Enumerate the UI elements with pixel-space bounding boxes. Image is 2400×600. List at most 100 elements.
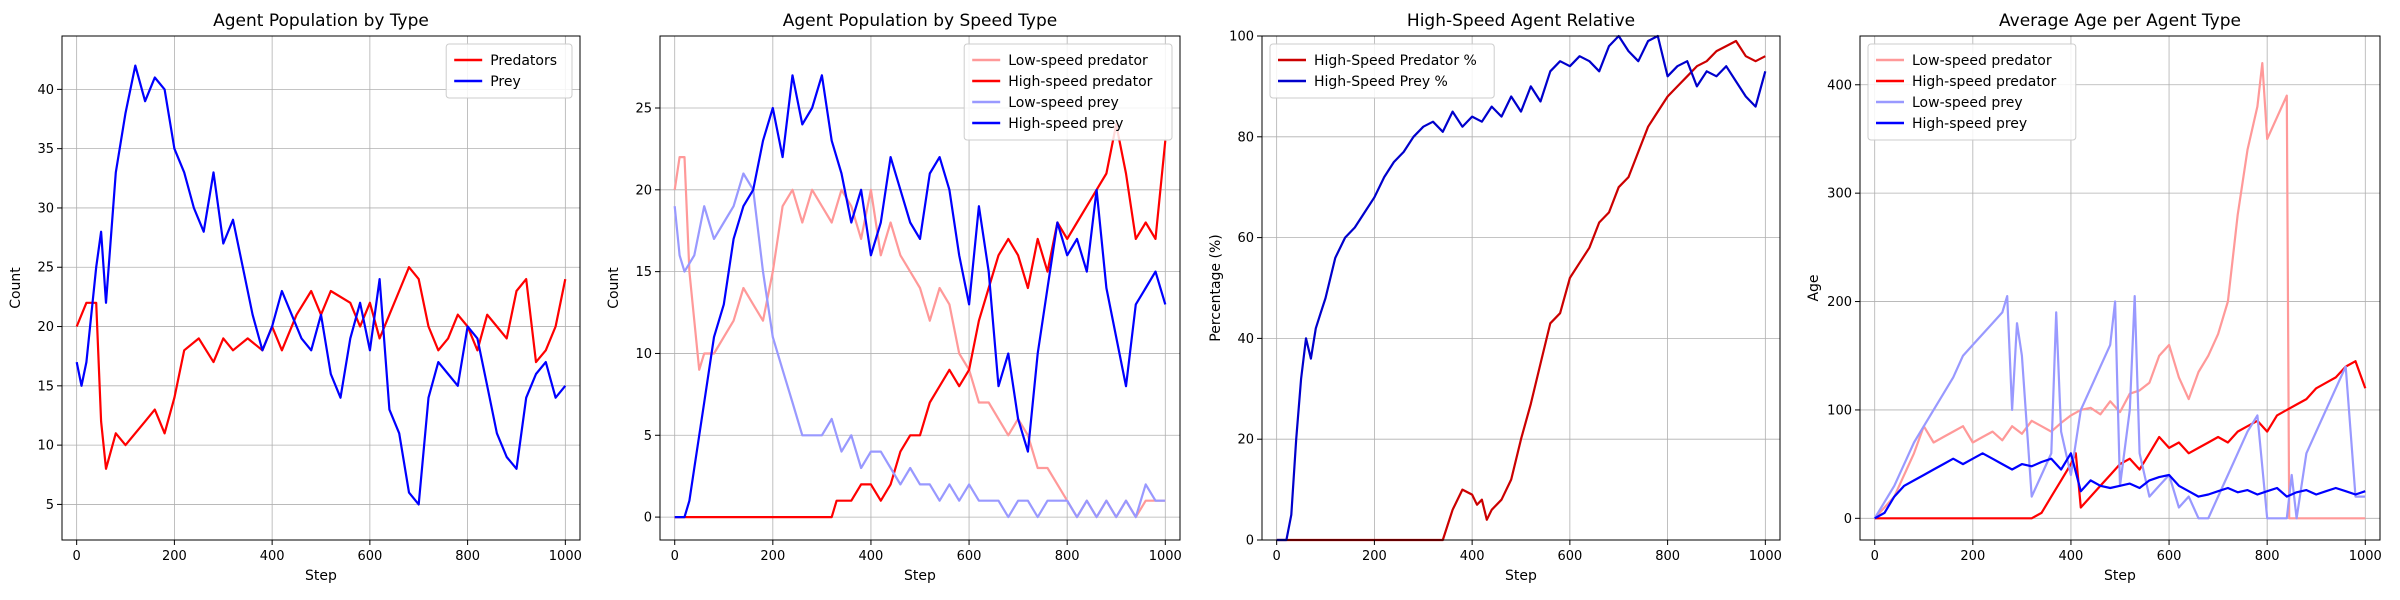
y-tick-label: 25 (37, 261, 54, 276)
x-tick-label: 400 (2059, 549, 2084, 564)
legend: Low-speed predator High-speed predator Low… (1867, 43, 2077, 141)
x-tick-label: 400 (859, 549, 884, 564)
x-tick-label: 400 (260, 549, 285, 564)
legend-label: Prey (490, 74, 521, 90)
chart-panel-3: 0 200 400 600 800 1000 0 20 40 60 80 100 High-Speed … (1208, 11, 1782, 584)
series-line-2 (1276, 34, 1767, 542)
axes-frame (61, 35, 581, 541)
x-tick-label: 1000 (549, 549, 582, 564)
y-tick-label: 10 (635, 347, 652, 362)
series-line-1 (75, 266, 567, 470)
x-tick-label: 400 (1460, 549, 1485, 564)
x-tick-label: 200 (760, 549, 785, 564)
y-tick-label: 100 (1827, 403, 1852, 418)
series-line-1 (1276, 39, 1766, 542)
y-tick-label: 0 (1246, 534, 1254, 549)
series-line-4 (1874, 452, 2366, 520)
x-axis-label: Step (904, 568, 936, 584)
legend-label: High-Speed Prey % (1314, 74, 1448, 90)
legend-label: Low-speed predator (1912, 53, 2052, 69)
y-tick-label: 15 (635, 265, 652, 280)
x-tick-label: 600 (357, 549, 382, 564)
legend: Predators Prey (445, 43, 573, 99)
y-tick-label: 30 (37, 201, 54, 216)
series-line-1 (1873, 62, 2366, 520)
x-tick-label: 800 (455, 549, 480, 564)
axes-frame (1261, 35, 1781, 541)
chart-title: Average Age per Agent Type (1999, 11, 2241, 31)
legend-label: High-speed prey (1912, 116, 2027, 132)
legend: High-Speed Predator % High-Speed Prey % (1269, 43, 1495, 99)
y-tick-label: 5 (644, 429, 652, 444)
x-tick-label: 0 (671, 549, 679, 564)
x-axis-label: Step (305, 568, 337, 584)
series-line-4 (674, 74, 1167, 519)
y-tick-label: 0 (644, 511, 652, 526)
x-axis-label: Step (2104, 568, 2136, 584)
chart-title: Agent Population by Type (213, 11, 429, 31)
series-line-2 (1874, 360, 2367, 520)
y-tick-label: 80 (1237, 130, 1254, 145)
y-tick-label: 20 (635, 183, 652, 198)
legend-box (963, 43, 1173, 141)
y-tick-label: 5 (46, 498, 54, 513)
x-tick-label: 600 (2157, 549, 2182, 564)
legend-label: High-speed predator (1008, 74, 1152, 90)
y-tick-label: 15 (37, 379, 54, 394)
gridlines (1262, 35, 1780, 541)
chart-panel-2: 0 200 400 600 800 1000 0 5 10 15 20 25 Agent Populat… (606, 11, 1182, 584)
y-tick-label: 20 (1237, 433, 1254, 448)
legend-label: Low-speed predator (1008, 53, 1148, 69)
chart-panel-4: 0 200 400 600 800 1000 0 100 200 300 400 Average Ag… (1806, 11, 2382, 584)
y-tick-label: 60 (1237, 231, 1254, 246)
legend-box (445, 43, 573, 99)
y-axis-label: Count (8, 267, 24, 309)
x-tick-label: 0 (1871, 549, 1879, 564)
x-axis-label: Step (1505, 568, 1537, 584)
plot-area (62, 36, 580, 540)
plot-area (1262, 36, 1780, 540)
y-tick-label: 40 (37, 83, 54, 98)
x-tick-label: 800 (1055, 549, 1080, 564)
legend-box (1269, 43, 1495, 99)
x-tick-label: 600 (1557, 549, 1582, 564)
y-axis-label: Percentage (%) (1208, 234, 1224, 341)
y-tick-label: 400 (1827, 78, 1852, 93)
series-line-3 (1873, 295, 2366, 520)
x-tick-label: 1000 (2349, 549, 2382, 564)
series-line-3 (673, 172, 1166, 519)
x-tick-label: 800 (2255, 549, 2280, 564)
y-axis-label: Count (606, 267, 622, 309)
y-tick-label: 10 (37, 439, 54, 454)
x-tick-label: 1000 (1149, 549, 1182, 564)
legend-label: High-speed predator (1912, 74, 2056, 90)
legend-label: High-Speed Predator % (1314, 53, 1477, 69)
y-tick-label: 35 (37, 142, 54, 157)
y-tick-label: 40 (1237, 332, 1254, 347)
y-tick-label: 20 (37, 320, 54, 335)
axes-frame (659, 35, 1181, 541)
y-tick-label: 25 (635, 102, 652, 117)
series-line-2 (674, 123, 1167, 519)
x-tick-label: 200 (1960, 549, 1985, 564)
legend: Low-speed predator High-speed predator Low… (963, 43, 1173, 141)
x-tick-label: 200 (162, 549, 187, 564)
legend-label: Low-speed prey (1008, 95, 1119, 111)
y-tick-label: 100 (1229, 30, 1254, 45)
x-tick-label: 600 (957, 549, 982, 564)
x-tick-label: 0 (73, 549, 81, 564)
legend-box (1867, 43, 2077, 141)
legend-label: High-speed prey (1008, 116, 1123, 132)
chart-title: High-Speed Agent Relative (1407, 11, 1635, 31)
x-tick-label: 0 (1273, 549, 1281, 564)
x-tick-label: 800 (1655, 549, 1680, 564)
y-tick-label: 0 (1844, 512, 1852, 527)
legend-label: Low-speed prey (1912, 95, 2023, 111)
y-tick-label: 300 (1827, 187, 1852, 202)
x-tick-label: 1000 (1749, 549, 1782, 564)
axes-frame (1859, 35, 2381, 541)
x-tick-label: 200 (1362, 549, 1387, 564)
chart-title: Agent Population by Speed Type (783, 11, 1057, 31)
